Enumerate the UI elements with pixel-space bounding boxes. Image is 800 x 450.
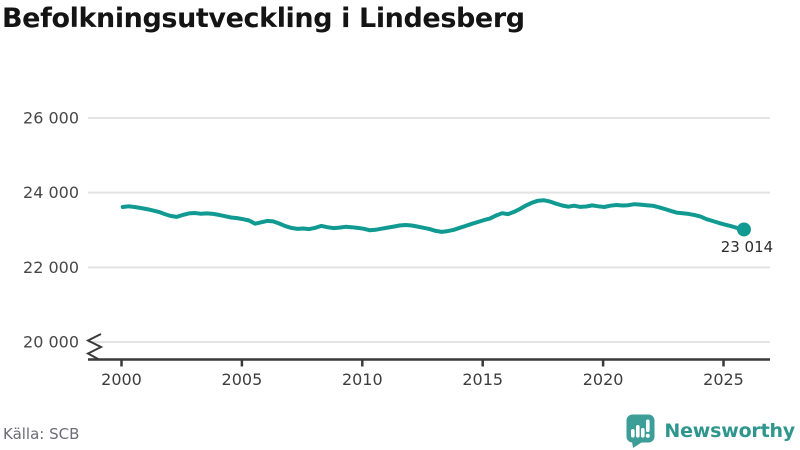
newsworthy-wordmark: Newsworthy	[664, 420, 795, 442]
x-tick-label: 2020	[583, 370, 624, 389]
end-point-marker	[736, 222, 751, 237]
x-tick-label: 2000	[101, 370, 142, 389]
population-line	[120, 198, 746, 234]
end-value-label: 23 014	[721, 238, 774, 256]
newsworthy-logo-icon	[626, 414, 655, 448]
chart-title: Befolkningsutveckling i Lindesberg	[2, 3, 525, 34]
x-tick-label: 2005	[222, 370, 263, 389]
y-tick-label: 20 000	[23, 333, 79, 352]
y-tick-label: 26 000	[23, 109, 79, 128]
x-tick-label: 2025	[703, 370, 744, 389]
newsworthy-brand: Newsworthy	[626, 414, 795, 448]
x-tick-label: 2010	[342, 370, 383, 389]
axis-break-icon	[85, 333, 104, 361]
source-label: Källa: SCB	[3, 425, 80, 443]
y-tick-label: 22 000	[23, 258, 79, 277]
y-tick-label: 24 000	[23, 183, 79, 202]
x-tick-label: 2015	[462, 370, 503, 389]
